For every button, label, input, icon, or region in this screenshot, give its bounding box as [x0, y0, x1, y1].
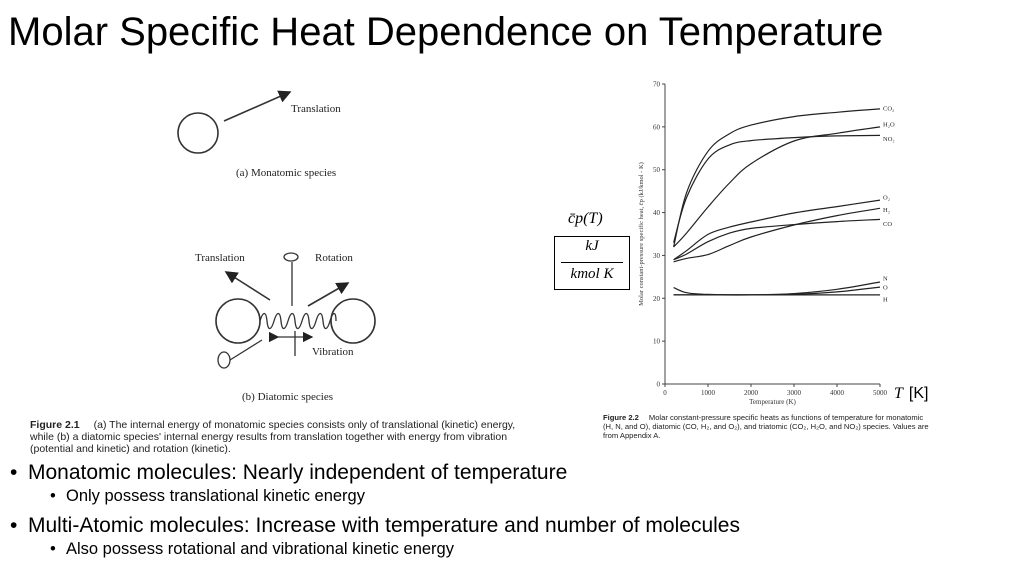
series-label-co: CO — [883, 221, 892, 228]
slide-title: Molar Specific Heat Dependence on Temper… — [8, 10, 884, 54]
y-tick-label: 20 — [653, 295, 661, 303]
figure-2-2-label: Figure 2.2 — [603, 413, 639, 422]
series-label-o2: O₂ — [883, 195, 890, 202]
y-tick-label: 30 — [653, 252, 661, 260]
series-label-n: N — [883, 276, 888, 283]
translation-arrow-b — [224, 271, 271, 301]
series-line-co2 — [673, 108, 881, 248]
translation-arrow-a — [223, 90, 292, 122]
fraction-bar — [561, 262, 623, 263]
sub-bullet-monatomic: Only possess translational kinetic energ… — [8, 485, 1008, 507]
diatomic-atom-left — [215, 298, 261, 344]
series-line-o — [673, 286, 881, 296]
series-line-co — [673, 218, 881, 261]
x-tick-label: 4000 — [830, 389, 845, 397]
x-axis-title: Temperature (K) — [749, 398, 796, 406]
series-label-h2o: H₂O — [883, 121, 895, 128]
panel-b-rotation-label: Rotation — [315, 252, 353, 264]
x-tick-label: 0 — [663, 389, 667, 397]
unit-bracket: kJ kmol K — [554, 236, 630, 290]
figure-2-1-caption: Figure 2.1 (a) The internal energy of mon… — [30, 419, 530, 455]
series-label-h: H — [883, 296, 888, 303]
cp-symbol: c̄p(T) — [568, 210, 603, 227]
y-tick-label: 70 — [653, 81, 661, 89]
series-label-o: O — [883, 285, 888, 292]
panel-a-translation-label: Translation — [291, 103, 341, 115]
x-tick-label: 3000 — [787, 389, 802, 397]
unit-numerator: kJ — [585, 238, 599, 254]
figure-2-2-caption: Figure 2.2 Molar constant-pressure specif… — [603, 413, 933, 440]
t-symbol: T — [894, 385, 903, 402]
figure-2-1-caption-text: (a) The internal energy of monatomic spe… — [30, 419, 516, 455]
x-tick-label: 5000 — [873, 389, 888, 397]
monatomic-atom — [177, 112, 219, 154]
y-axis-overlay-label: c̄p(T) kJ kmol K — [548, 208, 638, 292]
unit-denominator: kmol K — [570, 266, 614, 282]
y-tick-label: 60 — [653, 123, 661, 131]
series-label-h2: H₂ — [883, 207, 890, 214]
figure-2-2-caption-text: Molar constant-pressure specific heats a… — [603, 413, 929, 440]
series-line-no2 — [673, 134, 881, 243]
y-tick-label: 50 — [653, 166, 661, 174]
bullet-list: Monatomic molecules: Nearly independent … — [8, 460, 1008, 566]
x-tick-label: 1000 — [701, 389, 716, 397]
rotation-axis-bottom — [229, 339, 263, 361]
figure-2-1-label: Figure 2.1 — [30, 419, 80, 431]
y-axis-title: Molar constant-pressure specific heat, c… — [638, 162, 645, 306]
bullet-monatomic: Monatomic molecules: Nearly independent … — [8, 460, 1008, 485]
rotation-arrow-right — [307, 282, 350, 307]
panel-b-caption: (b) Diatomic species — [242, 391, 333, 403]
sub-bullet-multi-atomic: Also possess rotational and vibrational … — [8, 538, 1008, 560]
y-tick-label: 40 — [653, 209, 661, 217]
panel-b-translation-label: Translation — [195, 252, 245, 264]
rotation-loop-bottom — [217, 351, 231, 369]
series-label-co2: CO₂ — [883, 105, 894, 112]
series-line-h2 — [673, 207, 881, 263]
rotation-loop-top — [283, 252, 299, 262]
x-axis-overlay-label: T [K] — [894, 385, 928, 403]
bullet-multi-atomic: Multi-Atomic molecules: Increase with te… — [8, 513, 1008, 538]
y-tick-label: 10 — [653, 338, 661, 346]
series-line-n — [673, 281, 881, 296]
t-unit: [K] — [908, 385, 929, 402]
x-tick-label: 2000 — [744, 389, 759, 397]
vibration-spring — [259, 312, 337, 330]
panel-a-caption: (a) Monatomic species — [236, 167, 336, 179]
series-line-o2 — [673, 199, 881, 261]
diatomic-atom-right — [330, 298, 376, 344]
panel-b-vibration-label: Vibration — [312, 346, 354, 358]
series-line-h2o — [673, 126, 881, 248]
y-tick-label: 0 — [657, 381, 661, 389]
series-label-no2: NO₂ — [883, 136, 895, 143]
